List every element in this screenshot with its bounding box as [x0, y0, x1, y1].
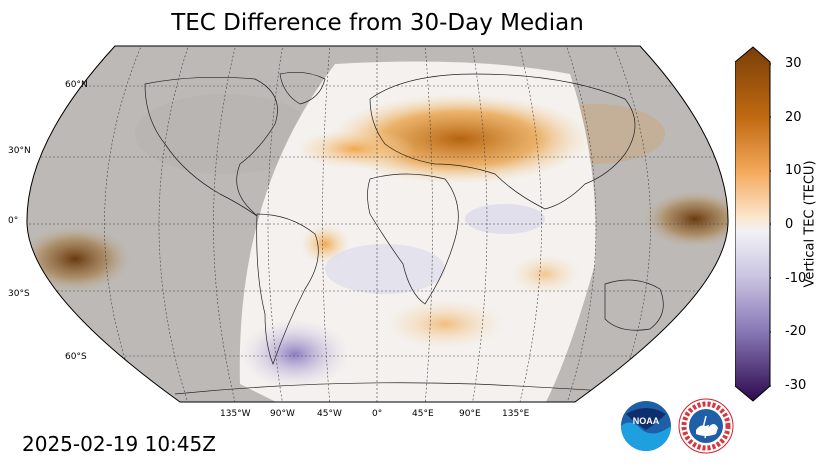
noaa-logo: NOAA	[621, 401, 671, 451]
map-title: TEC Difference from 30-Day Median	[171, 10, 584, 36]
lon-label-0: 0°	[372, 409, 383, 419]
colorbar-tick-neg10: -10	[785, 271, 807, 286]
lon-label-90e: 90°E	[459, 409, 481, 419]
lat-label-60s: 60°S	[65, 352, 87, 362]
colorbar-tick-neg30: -30	[785, 378, 807, 393]
colorbar-label: Vertical TEC (TECU)	[802, 160, 818, 288]
lon-label-135w: 135°W	[220, 409, 251, 419]
lon-label-135e: 135°E	[502, 409, 530, 419]
night-anomaly-east	[640, 189, 729, 249]
colorbar-tick-20: 20	[785, 110, 802, 125]
lat-label-60n: 60°N	[65, 80, 88, 90]
lat-label-30n: 30°N	[8, 146, 31, 156]
lat-label-30s: 30°S	[8, 289, 30, 299]
globe-outline	[26, 45, 729, 403]
negative-anomaly-south-america	[240, 319, 350, 389]
lon-label-90w: 90°W	[270, 409, 295, 419]
colorbar-tick-30: 30	[785, 56, 802, 71]
lon-label-45w: 45°W	[317, 409, 342, 419]
tec-map	[25, 44, 730, 406]
graticule	[26, 46, 729, 402]
nws-logo	[678, 398, 734, 454]
noaa-logo-text: NOAA	[633, 416, 660, 426]
colorbar-tick-neg20: -20	[785, 324, 807, 339]
colorbar-tick-0: 0	[785, 217, 794, 232]
lon-label-45e: 45°E	[412, 409, 434, 419]
map-svg	[26, 45, 729, 403]
lat-label-equator: 0°	[8, 216, 19, 226]
colorbar-tick-10: 10	[785, 163, 802, 178]
colorbar	[735, 46, 771, 402]
timestamp: 2025-02-19 10:45Z	[22, 432, 216, 456]
